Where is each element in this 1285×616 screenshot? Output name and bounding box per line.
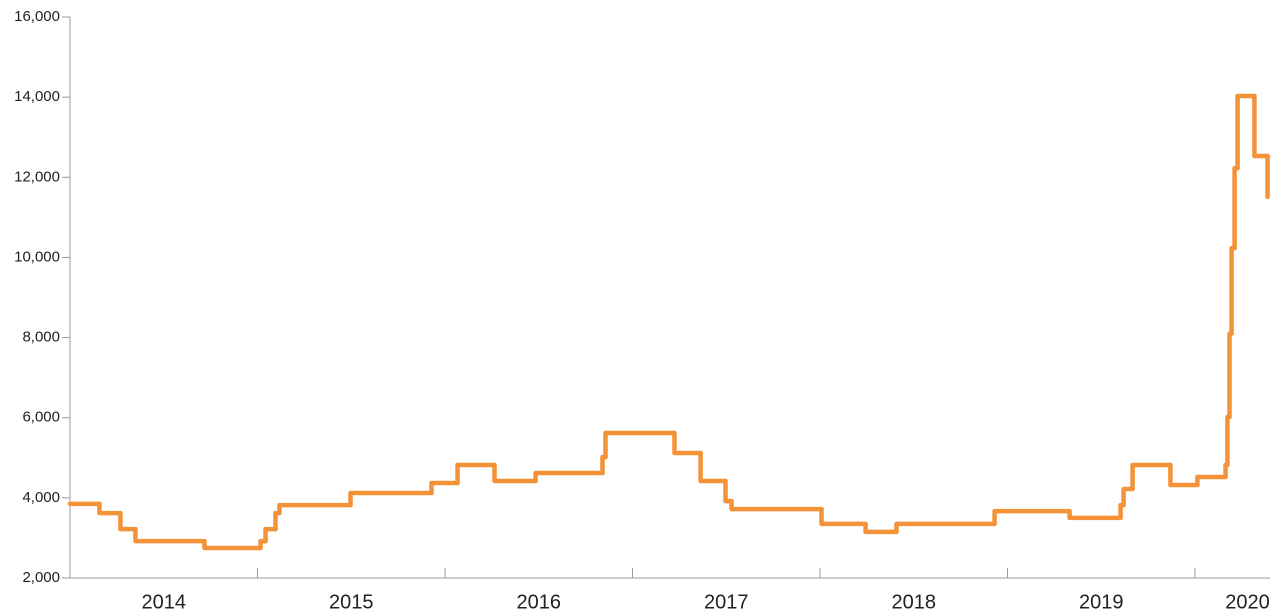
line-step bbox=[202, 538, 263, 551]
line-step bbox=[118, 510, 138, 532]
y-tick-label: 14,000 bbox=[14, 88, 60, 105]
x-tick-label: 2019 bbox=[1079, 591, 1124, 613]
line-step bbox=[263, 526, 278, 544]
line-step bbox=[894, 521, 997, 535]
line-step bbox=[1232, 165, 1240, 251]
line-step bbox=[492, 462, 538, 484]
line-step bbox=[819, 506, 868, 527]
line-step bbox=[672, 430, 703, 456]
line-step bbox=[1121, 486, 1135, 508]
line-step bbox=[863, 521, 899, 535]
line-step bbox=[600, 454, 608, 476]
line-step bbox=[603, 430, 677, 460]
line-step bbox=[277, 502, 353, 516]
line-step bbox=[1225, 414, 1232, 468]
line-step bbox=[1067, 508, 1123, 521]
line-step bbox=[1130, 462, 1173, 492]
x-tick-label: 2014 bbox=[142, 591, 187, 613]
line-step bbox=[1235, 93, 1257, 171]
line-step bbox=[133, 526, 207, 544]
x-tick-label: 2020 bbox=[1225, 591, 1270, 613]
line-step bbox=[273, 510, 282, 532]
line-step bbox=[729, 498, 824, 512]
line-step bbox=[429, 480, 460, 496]
y-tick-label: 8,000 bbox=[22, 329, 60, 346]
y-tick-label: 4,000 bbox=[22, 489, 60, 506]
x-tick-label: 2016 bbox=[517, 591, 562, 613]
x-tick-label: 2017 bbox=[704, 591, 749, 613]
line-step bbox=[348, 490, 434, 508]
line-step bbox=[533, 470, 605, 484]
line-step bbox=[455, 462, 497, 486]
line-step bbox=[1195, 474, 1228, 488]
line-step bbox=[723, 478, 734, 504]
line-step bbox=[1168, 462, 1200, 488]
line-step bbox=[698, 450, 728, 484]
line-step bbox=[1229, 245, 1237, 336]
line-step bbox=[1252, 93, 1270, 159]
line-step bbox=[97, 501, 123, 516]
line-step bbox=[1227, 331, 1234, 420]
y-tick-label: 6,000 bbox=[22, 409, 60, 426]
line-step bbox=[992, 508, 1072, 527]
y-tick-label: 10,000 bbox=[14, 248, 60, 265]
x-tick-label: 2015 bbox=[329, 591, 374, 613]
x-tick-label: 2018 bbox=[892, 591, 937, 613]
y-tick-label: 16,000 bbox=[14, 8, 60, 25]
y-tick-label: 12,000 bbox=[14, 168, 60, 185]
y-tick-label: 2,000 bbox=[22, 569, 60, 586]
